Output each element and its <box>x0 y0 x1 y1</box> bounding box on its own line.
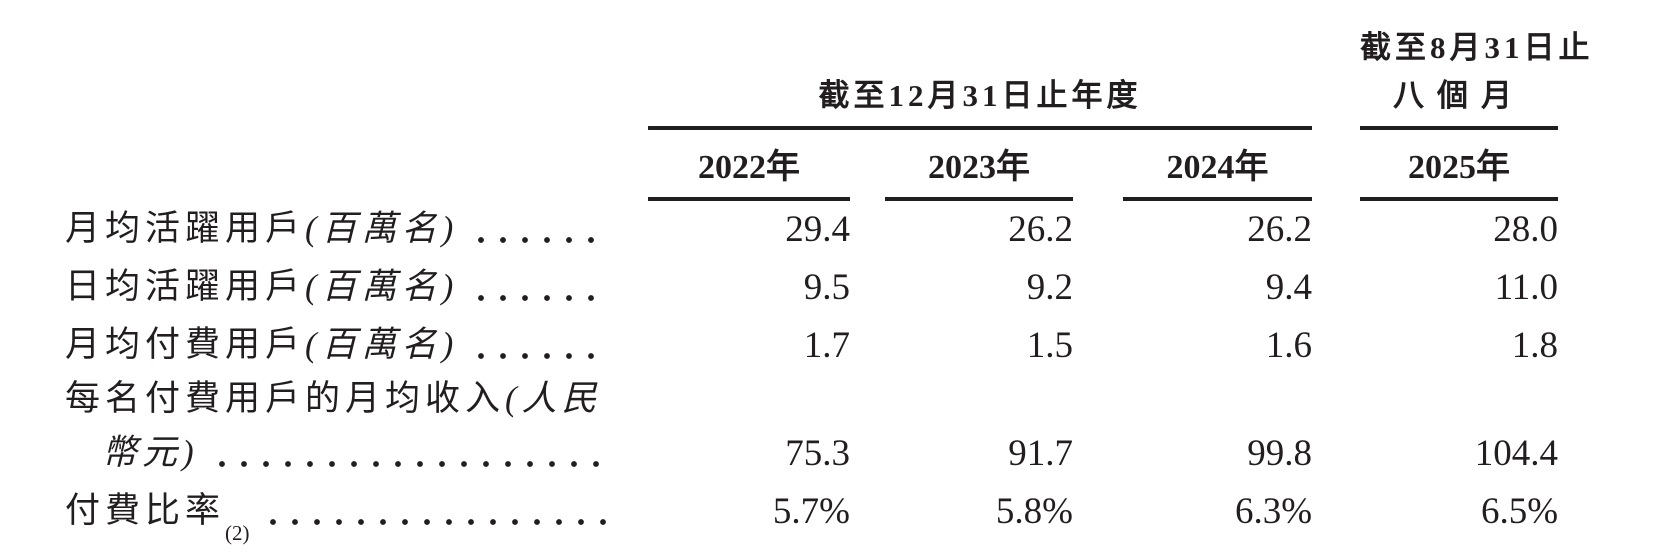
spacer <box>1312 8 1360 128</box>
metric-value-2024: 6.3% <box>1234 491 1313 532</box>
spacer <box>1312 128 1360 199</box>
row-label-unit: (百萬名) <box>305 267 459 306</box>
metric-value-2025: 6.5% <box>1480 491 1559 532</box>
row-label: 月均活躍用戶 <box>65 209 306 248</box>
spacer <box>612 8 648 128</box>
row-label-cell: 每名付費用戶的月均收入(人民 幣元) <box>65 374 612 482</box>
table-row-monthly-arppu: 每名付費用戶的月均收入(人民 幣元) 75.3 91.7 99.8 104.4 <box>65 374 1558 482</box>
spacer <box>850 199 885 258</box>
year-header-2023: 2023年 <box>885 128 1073 201</box>
spacer <box>850 316 885 374</box>
group-header-text-line2: 八個月 <box>1393 78 1526 113</box>
year-header-row: 2022年 2023年 2024年 2025年 <box>65 128 1559 201</box>
metric-value-2023: 1.5 <box>1026 325 1073 366</box>
group-header-eight-months-aug31: 截至8月31日止 八個月 <box>1360 8 1594 130</box>
group-header-text-line1: 截至8月31日止 <box>1360 30 1594 65</box>
spacer <box>1312 258 1360 316</box>
year-header-2022: 2022年 <box>648 128 850 201</box>
row-label-cell: 月均活躍用戶 (百萬名) <box>65 199 612 258</box>
spacer <box>1073 316 1123 374</box>
metric-value-2024: 26.2 <box>1247 209 1313 250</box>
year-header-2024: 2024年 <box>1123 128 1313 201</box>
spacer <box>850 128 885 199</box>
spacer <box>850 258 885 316</box>
spacer <box>612 128 648 199</box>
empty-label-cell <box>65 128 612 199</box>
spacer <box>612 258 648 316</box>
dot-leader <box>210 461 610 467</box>
metric-value-2023: 5.8% <box>995 491 1073 532</box>
spacer <box>1312 374 1360 482</box>
spacer <box>850 374 885 482</box>
spacer <box>1312 316 1360 374</box>
row-label-unit-part1: (人民 <box>505 379 602 418</box>
metric-value-2022: 75.3 <box>785 433 850 474</box>
group-header-year-ended-dec31: 截至12月31日止年度 <box>648 8 1313 130</box>
table-row-monthly-paying-users: 月均付費用戶 (百萬名) 1.7 1.5 1.6 1.8 <box>65 316 1558 374</box>
empty-corner-cell <box>65 8 612 128</box>
spacer <box>1312 482 1360 540</box>
table-row-paying-ratio: 付費比率 (2) 5.7% 5.8% 6.3% 6.5% <box>65 482 1559 544</box>
metric-value-2024: 99.8 <box>1247 433 1313 474</box>
metric-value-2025: 104.4 <box>1474 433 1559 474</box>
dot-leader <box>470 353 610 359</box>
operating-metrics-table: 截至12月31日止年度 截至8月31日止 八個月 2022年 2023年 202… <box>65 8 1594 544</box>
row-label-cell: 付費比率 (2) <box>65 482 612 544</box>
spacer <box>612 199 648 258</box>
spacer <box>1073 199 1123 258</box>
metric-value-2023: 9.2 <box>1026 267 1073 308</box>
dot-leader <box>470 237 610 243</box>
metric-value-2025: 1.8 <box>1511 325 1559 366</box>
metric-value-2024: 9.4 <box>1265 267 1313 308</box>
spacer <box>612 482 648 540</box>
column-group-header-row: 截至12月31日止年度 截至8月31日止 八個月 <box>65 8 1594 130</box>
metric-value-2024: 1.6 <box>1265 325 1313 366</box>
row-label-cell: 日均活躍用戶 (百萬名) <box>65 258 612 316</box>
spacer <box>1073 482 1123 540</box>
spacer <box>1312 199 1360 258</box>
spacer <box>1073 258 1123 316</box>
metric-value-2022: 5.7% <box>772 491 850 532</box>
table-row-daily-active-users: 日均活躍用戶 (百萬名) 9.5 9.2 9.4 11.0 <box>65 258 1558 316</box>
row-label: 日均活躍用戶 <box>65 267 306 306</box>
row-label-cell: 月均付費用戶 (百萬名) <box>65 316 612 374</box>
row-label-unit: (百萬名) <box>305 209 459 248</box>
row-label-unit-part2: 幣元) <box>102 433 199 472</box>
dot-leader <box>470 295 610 301</box>
spacer <box>1073 128 1123 199</box>
dot-leader <box>261 519 610 525</box>
metric-value-2022: 1.7 <box>803 325 850 366</box>
spacer <box>612 316 648 374</box>
metric-value-2022: 29.4 <box>785 209 850 250</box>
spacer <box>612 374 648 482</box>
group-header-text: 截至12月31日止年度 <box>818 78 1142 113</box>
row-label: 每名付費用戶的月均收入 <box>65 379 506 418</box>
table-row-monthly-active-users: 月均活躍用戶 (百萬名) 29.4 26.2 26.2 28.0 <box>65 199 1558 258</box>
metric-value-2023: 26.2 <box>1008 209 1073 250</box>
spacer <box>1073 374 1123 482</box>
metric-value-2022: 9.5 <box>803 267 850 308</box>
row-label: 付費比率 <box>65 491 226 530</box>
row-label: 月均付費用戶 <box>65 325 306 364</box>
spacer <box>850 482 885 540</box>
metric-value-2025: 11.0 <box>1494 267 1559 308</box>
row-label-unit: (百萬名) <box>305 325 459 364</box>
metric-value-2023: 91.7 <box>1008 433 1073 474</box>
year-header-2025: 2025年 <box>1360 128 1559 201</box>
metric-value-2025: 28.0 <box>1493 209 1559 250</box>
